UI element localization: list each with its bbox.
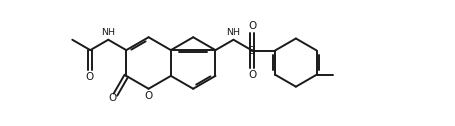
Text: NH: NH [227,28,241,37]
Text: O: O [248,21,256,32]
Text: NH: NH [101,28,115,37]
Text: O: O [108,93,116,103]
Text: S: S [249,45,256,56]
Text: O: O [248,70,256,80]
Text: O: O [144,91,153,101]
Text: O: O [86,72,94,82]
